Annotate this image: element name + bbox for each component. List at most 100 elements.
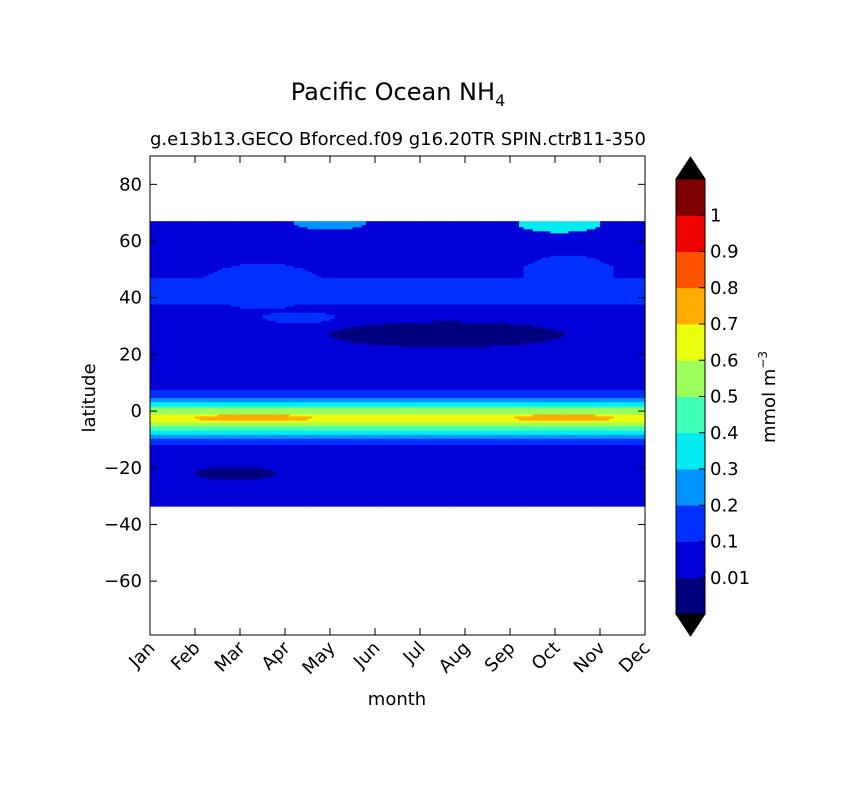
contour-cell [564,225,570,228]
contour-cell [627,221,633,224]
contour-cell [357,241,363,245]
contour-cell [190,225,196,228]
contour-cell [159,247,165,251]
contour-cell [289,231,295,234]
contour-cell [163,243,169,247]
contour-cell [415,221,421,224]
contour-cell [168,237,174,241]
contour-cell [514,221,520,224]
contour-cell [451,227,457,230]
contour-cell [280,233,286,237]
contour-cell [303,229,309,232]
contour-cell [604,233,610,237]
contour-cell [294,255,300,259]
contour-cell [208,255,214,259]
contour-cell [568,241,574,245]
contour-cell [330,235,336,239]
contour-cell [640,245,646,249]
contour-cell [447,221,453,224]
contour-cell [321,233,327,237]
contour-cell [447,227,453,230]
contour-cell [240,221,246,224]
contour-cell [271,223,277,226]
contour-cell [213,249,219,253]
contour-cell [550,245,556,249]
contour-cell [181,247,187,251]
contour-cell [316,225,322,228]
contour-cell [393,249,399,253]
contour-cell [438,229,444,232]
contour-cell [456,243,462,247]
contour-cell [258,259,264,263]
contour-cell [312,257,318,261]
contour-cell [411,229,417,232]
contour-cell [294,249,300,253]
contour-cell [604,253,610,257]
contour-cell [339,233,345,237]
contour-cell [217,225,223,228]
contour-cell [613,253,619,257]
contour-cell [379,245,385,249]
contour-cell [429,241,435,245]
contour-cell [217,251,223,255]
contour-cell [172,247,178,251]
contour-cell [568,239,574,243]
contour-cell [519,229,525,232]
contour-cell [379,221,385,224]
contour-cell [505,231,511,234]
contour-cell [447,249,453,253]
contour-cell [271,241,277,245]
contour-cell [519,233,525,237]
contour-cell [159,223,165,226]
contour-cell [501,225,507,228]
contour-cell [339,243,345,247]
contour-cell [280,239,286,243]
contour-cell [352,245,358,249]
contour-cell [384,239,390,243]
contour-cell [163,255,169,259]
contour-cell [532,227,538,230]
contour-cell [537,247,543,251]
contour-cell [609,247,615,251]
contour-cell [492,251,498,255]
contour-cell [217,245,223,249]
contour-cell [559,251,565,255]
contour-cell [240,229,246,232]
contour-cell [442,247,448,251]
contour-cell [483,249,489,253]
contour-cell [262,255,268,259]
contour-cell [397,251,403,255]
contour-cell [312,229,318,232]
contour-cell [469,235,475,239]
contour-cell [195,237,201,241]
contour-cell [222,251,228,255]
contour-cell [397,249,403,253]
contour-cell [267,255,273,259]
contour-cell [343,231,349,234]
contour-cell [573,233,579,237]
contour-cell [568,235,574,239]
contour-cell [352,235,358,239]
contour-cell [280,229,286,232]
contour-cell [523,257,529,261]
contour-cell [438,237,444,241]
contour-cell [208,239,214,243]
contour-cell [217,237,223,241]
contour-cell [523,249,529,253]
contour-cell [172,221,178,224]
contour-cell [595,233,601,237]
contour-cell [186,249,192,253]
contour-cell [190,235,196,239]
contour-cell [577,229,583,232]
contour-cell [415,229,421,232]
contour-cell [622,231,628,234]
contour-cell [604,225,610,228]
contour-cell [226,249,232,253]
contour-cell [438,235,444,239]
contour-cell [186,229,192,232]
contour-cell [208,237,214,241]
contour-cell [204,243,210,247]
contour-cell [505,247,511,251]
contour-cell [582,251,588,255]
contour-cell [451,231,457,234]
